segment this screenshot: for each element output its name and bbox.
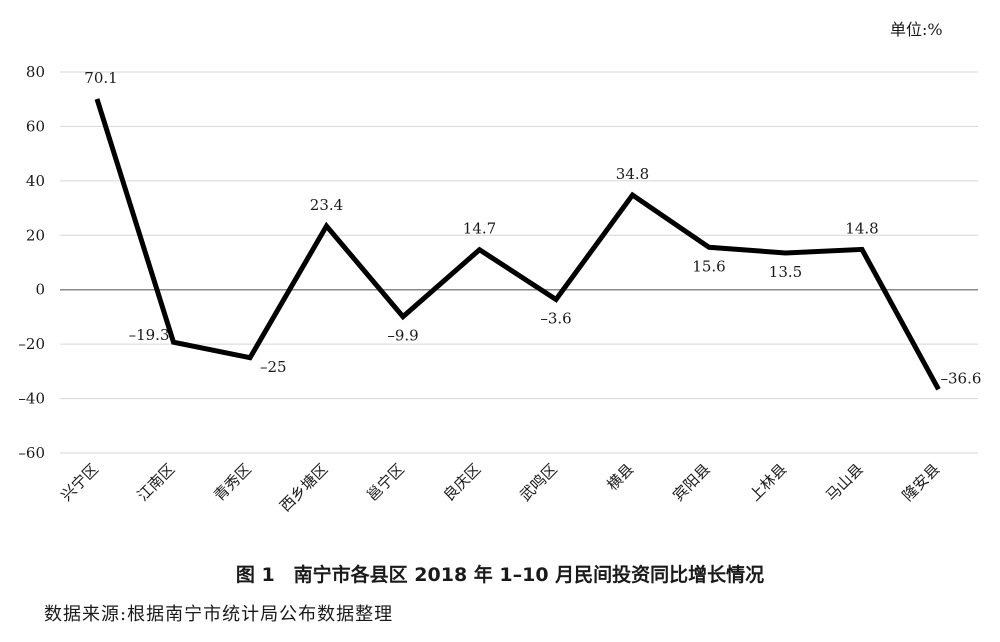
x-tick-label: 马山县 (822, 460, 867, 505)
y-axis-ticks: 80 60 40 20 0 –20 –40 –60 (18, 63, 45, 462)
x-tick-label: 西乡塘区 (276, 460, 331, 515)
x-tick-label: 武鸣区 (516, 460, 561, 505)
data-label: –25 (260, 358, 287, 376)
data-label: 34.8 (616, 165, 649, 183)
data-label: –3.6 (540, 310, 571, 328)
x-tick-label: 邕宁区 (363, 460, 408, 505)
x-tick-label: 宾阳县 (669, 460, 714, 505)
y-tick-label: 80 (26, 63, 45, 81)
data-label: –36.6 (941, 369, 982, 387)
series-line (94, 98, 941, 391)
x-tick-label: 青秀区 (210, 460, 255, 505)
x-tick-label: 上林县 (746, 460, 791, 505)
x-tick-label: 良庆区 (440, 460, 485, 505)
y-tick-label: 40 (26, 172, 45, 190)
data-labels: 70.1 –19.3 –25 23.4 –9.9 14.7 –3.6 34.8 15.6 13.5… (84, 69, 981, 387)
x-tick-label: 横县 (603, 460, 637, 494)
y-tick-label: –60 (18, 444, 45, 462)
data-label: 14.8 (845, 219, 878, 237)
data-label: 15.6 (692, 257, 725, 275)
y-tick-label: –20 (18, 335, 45, 353)
series-line-path (94, 98, 941, 391)
data-label: 14.7 (463, 220, 496, 238)
unit-label: 单位:% (890, 20, 943, 39)
line-chart: 80 60 40 20 0 –20 –40 –60 70.1 –19.3 –25 23.4 –9.9 1… (18, 63, 981, 515)
x-tick-label: 兴宁区 (57, 460, 102, 505)
data-label: 23.4 (310, 196, 343, 214)
y-tick-label: 0 (35, 281, 45, 299)
x-axis-ticks: 兴宁区 江南区 青秀区 西乡塘区 邕宁区 良庆区 武鸣区 横县 宾阳县 上林县 马山县 隆安县 (57, 460, 943, 515)
gridlines (60, 71, 978, 454)
y-tick-label: –40 (18, 390, 45, 408)
x-tick-label: 江南区 (134, 460, 179, 505)
data-label: –19.3 (129, 326, 170, 344)
data-label: –9.9 (387, 327, 418, 345)
y-tick-label: 20 (26, 226, 45, 244)
y-tick-label: 60 (26, 117, 45, 135)
data-label: 13.5 (769, 263, 802, 281)
figure-caption: 图 1 南宁市各县区 2018 年 1–10 月民间投资同比增长情况 (235, 564, 765, 586)
data-label: 70.1 (84, 69, 117, 87)
x-tick-label: 隆安县 (899, 460, 944, 505)
data-source-note: 数据来源:根据南宁市统计局公布数据整理 (44, 604, 394, 625)
